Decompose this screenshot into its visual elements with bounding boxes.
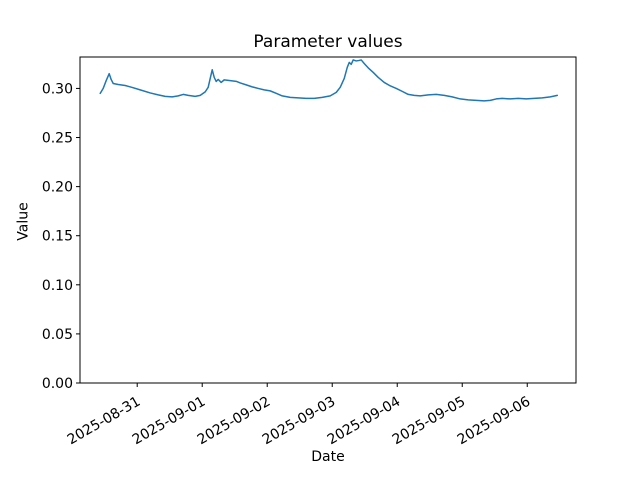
- x-tick-label: 2025-09-05: [390, 394, 468, 449]
- y-tick-label: 0.30: [42, 81, 73, 97]
- x-axis-label: Date: [311, 449, 345, 465]
- y-tick-label: 0.00: [42, 376, 73, 392]
- chart-title: Parameter values: [253, 32, 403, 52]
- y-tick-label: 0.05: [42, 327, 73, 343]
- x-tick-label: 2025-08-31: [65, 394, 143, 449]
- data-line-parameter-value: [99, 59, 559, 102]
- y-tick-label: 0.25: [42, 131, 73, 147]
- y-tick-label: 0.20: [42, 180, 73, 196]
- x-tick-label: 2025-09-01: [130, 394, 208, 449]
- axes-spines: [79, 56, 577, 384]
- x-tick-label: 2025-09-03: [260, 394, 338, 449]
- y-tick-label: 0.15: [42, 229, 73, 245]
- x-tick-label: 2025-09-04: [325, 394, 404, 449]
- x-tick-label: 2025-09-02: [195, 394, 273, 449]
- y-axis-label: Value: [15, 202, 32, 241]
- y-tick-label: 0.10: [42, 278, 73, 294]
- x-tick-label: 2025-09-06: [455, 394, 534, 449]
